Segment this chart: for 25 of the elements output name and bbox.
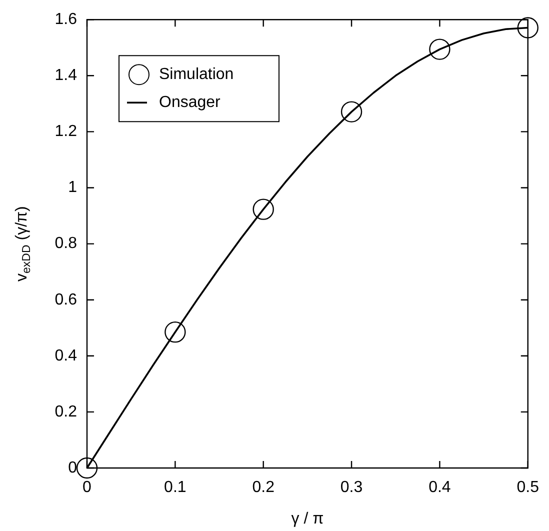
y-tick-label: 0.8: [54, 235, 78, 252]
y-tick-label: 1.2: [54, 123, 78, 140]
legend-label: Simulation: [159, 66, 234, 84]
y-tick-label: 0.2: [54, 403, 78, 420]
x-tick-label: 0.5: [516, 479, 540, 496]
point: [76, 457, 98, 479]
y-tick-label: 0.4: [54, 347, 78, 364]
y-axis-title: vexDD (γ/π): [13, 206, 33, 282]
legend-label: Onsager: [159, 94, 222, 112]
point: [340, 101, 362, 122]
point: [429, 38, 450, 60]
y-tick-label: 1.6: [54, 11, 78, 28]
x-tick-label: 0.1: [164, 479, 186, 496]
x-tick-label: 0.2: [252, 479, 275, 496]
y-tick-label: 0: [68, 459, 78, 476]
x-tick-label: 0.3: [340, 479, 363, 496]
point: [164, 321, 186, 343]
x-tick-label: 0.4: [428, 479, 451, 496]
x-tick-label: 0: [82, 479, 92, 496]
x-axis-title: γ / π: [291, 510, 324, 528]
y-tick-label: 1.4: [54, 67, 78, 84]
point: [252, 198, 274, 220]
y-tick-label: 0.6: [54, 291, 78, 308]
point: [517, 17, 538, 38]
y-tick-label: 1: [68, 179, 78, 196]
